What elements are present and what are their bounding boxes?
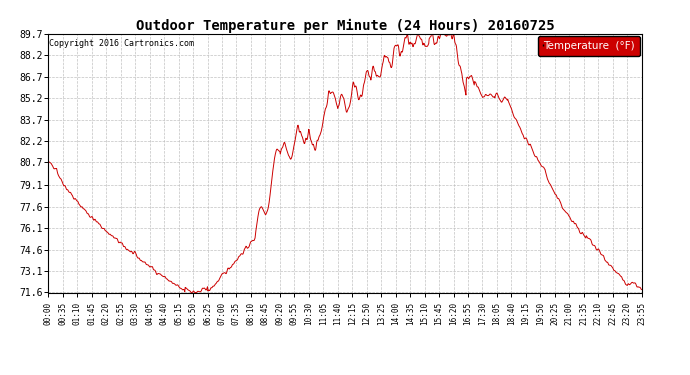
Text: Copyright 2016 Cartronics.com: Copyright 2016 Cartronics.com xyxy=(50,39,195,48)
Legend: Temperature  (°F): Temperature (°F) xyxy=(538,36,640,56)
Title: Outdoor Temperature per Minute (24 Hours) 20160725: Outdoor Temperature per Minute (24 Hours… xyxy=(136,18,554,33)
